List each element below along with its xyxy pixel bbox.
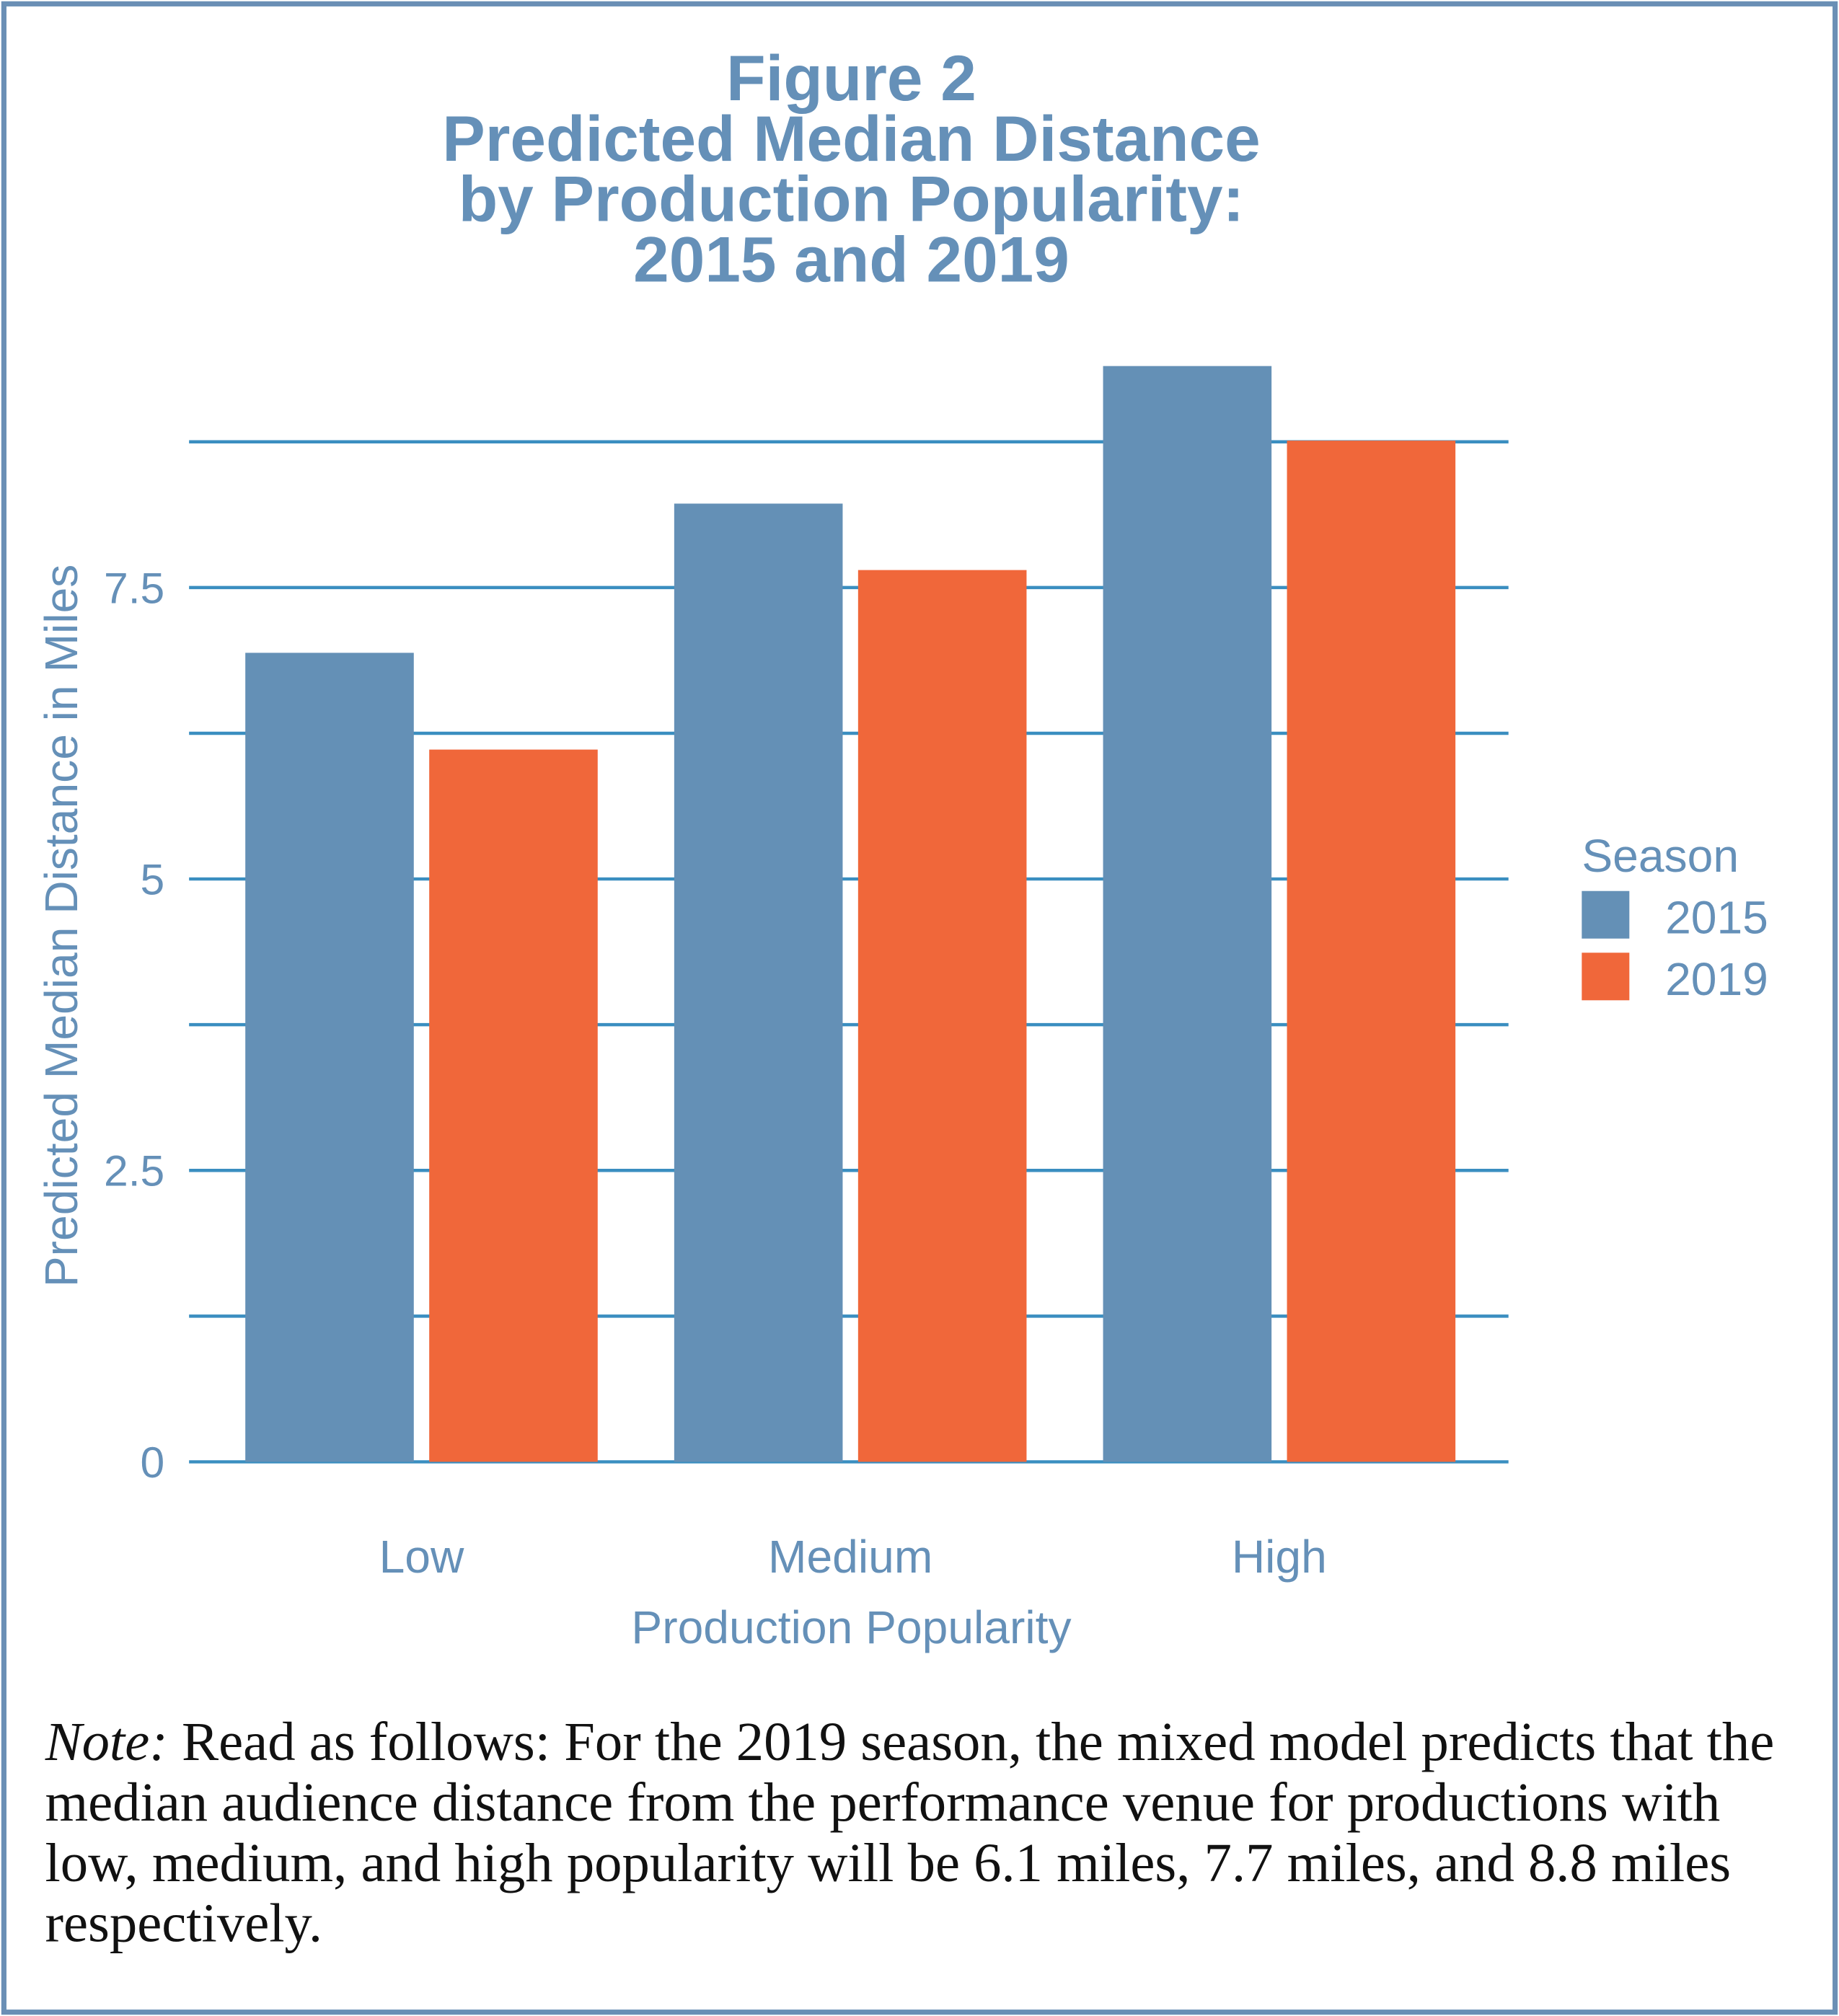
bar: [1103, 366, 1272, 1462]
note-box: Note: Read as follows: For the 2019 seas…: [45, 1712, 1813, 1954]
chart-title: by Production Popularity:: [459, 163, 1245, 235]
legend-title: Season: [1582, 830, 1739, 882]
x-tick-label: High: [1232, 1531, 1327, 1583]
chart-title: Predicted Median Distance: [442, 102, 1260, 174]
y-tick-label: 5: [141, 854, 165, 903]
x-tick-label: Low: [379, 1531, 464, 1583]
bar: [429, 749, 598, 1462]
bar: [245, 653, 414, 1462]
x-axis-label: Production Popularity: [631, 1601, 1071, 1653]
chart-title: 2015 and 2019: [633, 224, 1070, 296]
bar: [1287, 441, 1456, 1462]
x-tick-label: Medium: [768, 1531, 932, 1583]
note: Note: Read as follows: For the 2019 seas…: [45, 1712, 1813, 1954]
bar: [674, 503, 843, 1462]
chart-title: Figure 2: [726, 42, 976, 114]
y-axis-label: Predicted Median Distance in Miles: [35, 565, 87, 1288]
y-tick-label: 2.5: [104, 1146, 164, 1195]
bar: [857, 570, 1027, 1462]
y-tick-label: 0: [141, 1438, 165, 1487]
y-tick-label: 7.5: [104, 563, 164, 612]
note-text: Read as follows: For the 2019 season, th…: [45, 1712, 1775, 1955]
legend-swatch: [1582, 890, 1630, 939]
legend-label: 2015: [1665, 892, 1768, 944]
legend-swatch: [1582, 952, 1630, 1001]
note-label: Note:: [45, 1712, 168, 1773]
legend-label: 2019: [1665, 953, 1768, 1005]
